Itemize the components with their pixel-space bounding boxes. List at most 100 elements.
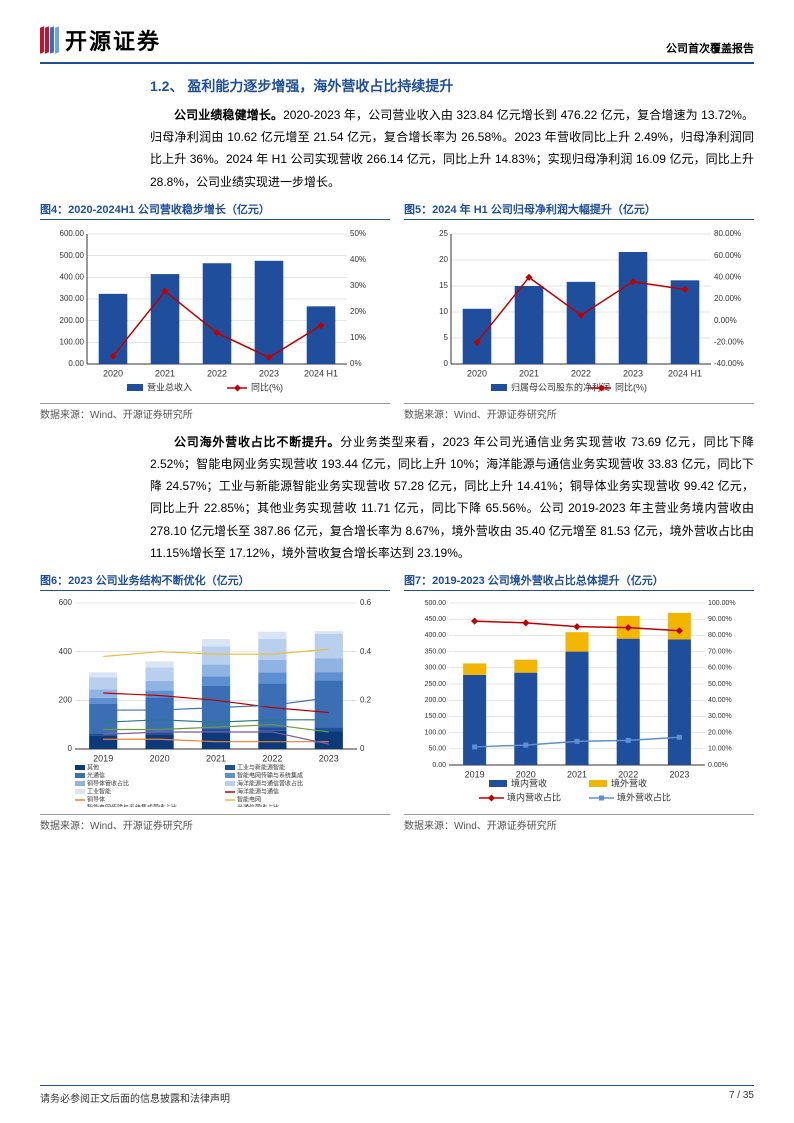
svg-text:0.2: 0.2 [360,695,372,704]
chart5-canvas: 0510152025-40.00%-20.00%0.00%20.00%40.00… [404,226,754,396]
logo-bars-icon [40,27,59,53]
chart6-source: 数据来源：Wind、开源证券研究所 [40,814,390,832]
doc-type-label: 公司首次覆盖报告 [666,40,754,56]
chart5-source: 数据来源：Wind、开源证券研究所 [404,403,754,421]
svg-text:2024 H1: 2024 H1 [668,368,702,378]
svg-text:2019: 2019 [465,769,485,779]
section-title: 1.2、 盈利能力逐步增强，海外营收占比持续提升 [150,76,754,96]
svg-text:500.00: 500.00 [60,251,85,260]
svg-text:铜导体: 铜导体 [87,795,105,803]
svg-text:250.00: 250.00 [425,681,447,688]
svg-text:90.00%: 90.00% [708,616,732,623]
svg-text:境外营收占比: 境外营收占比 [617,791,671,802]
svg-text:350.00: 350.00 [425,648,447,655]
para1-bold: 公司业绩稳健增长。 [174,108,283,122]
svg-text:2021: 2021 [155,368,175,378]
svg-text:0: 0 [444,359,449,368]
page-footer: 请务必参阅正文后面的信息披露和法律声明 7 / 35 [40,1085,754,1105]
svg-text:80.00%: 80.00% [708,632,732,639]
svg-text:境内营收占比: 境内营收占比 [507,791,561,802]
svg-text:工业智能: 工业智能 [87,787,111,795]
svg-text:海洋能源与通信营收占比: 海洋能源与通信营收占比 [237,779,303,787]
svg-text:2022: 2022 [262,753,282,763]
svg-text:40.00%: 40.00% [708,697,732,704]
svg-text:10%: 10% [350,333,366,342]
svg-text:300.00: 300.00 [425,665,447,672]
chart5-title: 图5：2024 年 H1 公司归母净利润大幅提升（亿元） [404,201,754,220]
svg-text:600.00: 600.00 [60,229,85,238]
svg-text:200.00: 200.00 [425,697,447,704]
svg-text:光通信: 光通信 [87,771,105,779]
svg-text:200.00: 200.00 [60,316,85,325]
svg-text:0.4: 0.4 [360,647,372,656]
svg-text:2023: 2023 [259,368,279,378]
svg-text:10: 10 [439,307,448,316]
svg-text:2020: 2020 [467,368,487,378]
svg-text:光通信营收占比: 光通信营收占比 [237,803,279,806]
svg-text:-20.00%: -20.00% [714,337,744,346]
svg-text:0.00: 0.00 [68,359,84,368]
svg-text:2023: 2023 [669,769,689,779]
svg-text:2022: 2022 [571,368,591,378]
svg-text:归属母公司股东的净利润: 归属母公司股东的净利润 [511,381,610,392]
svg-text:2022: 2022 [207,368,227,378]
svg-text:2020: 2020 [150,753,170,763]
chart4-title: 图4：2020-2024H1 公司营收稳步增长（亿元） [40,201,390,220]
svg-text:400.00: 400.00 [425,632,447,639]
svg-text:30.00%: 30.00% [708,713,732,720]
paragraph-1: 公司业绩稳健增长。2020-2023 年，公司营业收入由 323.84 亿元增长… [150,104,754,193]
para2-text: 分业务类型来看，2023 年公司光通信业务实现营收 73.69 亿元，同比下降 … [150,435,754,560]
svg-text:20.00%: 20.00% [708,729,732,736]
svg-text:500.00: 500.00 [425,600,447,607]
svg-text:2021: 2021 [567,769,587,779]
para2-bold: 公司海外营收占比不断提升。 [174,435,340,449]
svg-text:0.00: 0.00 [432,762,446,769]
svg-text:工业与新能源智能: 工业与新能源智能 [237,763,285,771]
svg-text:2020: 2020 [103,368,123,378]
chart7-source: 数据来源：Wind、开源证券研究所 [404,814,754,832]
svg-text:300.00: 300.00 [60,294,85,303]
svg-text:50.00: 50.00 [428,746,446,753]
svg-text:450.00: 450.00 [425,616,447,623]
company-name: 开源证券 [65,24,161,56]
svg-text:40%: 40% [350,255,366,264]
svg-text:同比(%): 同比(%) [615,381,647,392]
paragraph-2: 公司海外营收占比不断提升。分业务类型来看，2023 年公司光通信业务实现营收 7… [150,431,754,564]
chart6-block: 图6：2023 公司业务结构不断优化（亿元） 020040060000.20.4… [40,572,390,832]
svg-text:同比(%): 同比(%) [251,381,283,392]
svg-text:2021: 2021 [206,753,226,763]
svg-text:20: 20 [439,255,448,264]
svg-text:60.00%: 60.00% [708,665,732,672]
svg-text:-40.00%: -40.00% [714,359,744,368]
svg-text:600: 600 [59,598,73,607]
charts-row-1: 图4：2020-2024H1 公司营收稳步增长（亿元） 0.00 100.00 20… [40,201,754,421]
svg-text:30%: 30% [350,281,366,290]
svg-text:2019: 2019 [93,753,113,763]
svg-text:境内营收: 境内营收 [511,777,547,788]
footer-disclaimer: 请务必参阅正文后面的信息披露和法律声明 [40,1090,230,1105]
svg-text:智能电网: 智能电网 [237,795,261,803]
chart6-canvas: 020040060000.20.40.620192020202120222023… [40,597,390,807]
svg-text:15: 15 [439,281,448,290]
svg-text:100.00%: 100.00% [708,600,736,607]
chart7-canvas: 0.0050.00100.00150.00200.00250.00300.003… [404,597,754,807]
svg-text:2023: 2023 [319,753,339,763]
charts-row-2: 图6：2023 公司业务结构不断优化（亿元） 020040060000.20.4… [40,572,754,832]
svg-text:70.00%: 70.00% [708,648,732,655]
svg-text:25: 25 [439,229,448,238]
svg-text:100.00: 100.00 [60,337,85,346]
svg-text:2023: 2023 [623,368,643,378]
svg-text:400: 400 [59,647,73,656]
svg-text:60.00%: 60.00% [714,251,741,260]
chart4-source: 数据来源：Wind、开源证券研究所 [40,403,390,421]
svg-text:智能电网传输与系统集成: 智能电网传输与系统集成 [237,771,303,779]
company-logo: 开源证券 [40,24,161,56]
svg-text:0.00%: 0.00% [714,316,737,325]
chart4-canvas: 0.00 100.00 200.00 300.00 400.00 500.00 600.00… [40,226,390,396]
svg-text:20%: 20% [350,307,366,316]
svg-text:400.00: 400.00 [60,272,85,281]
svg-text:2021: 2021 [519,368,539,378]
svg-text:50%: 50% [350,229,366,238]
chart7-block: 图7：2019-2023 公司境外营收占比总体提升（亿元） 0.0050.001… [404,572,754,832]
svg-text:10.00%: 10.00% [708,746,732,753]
